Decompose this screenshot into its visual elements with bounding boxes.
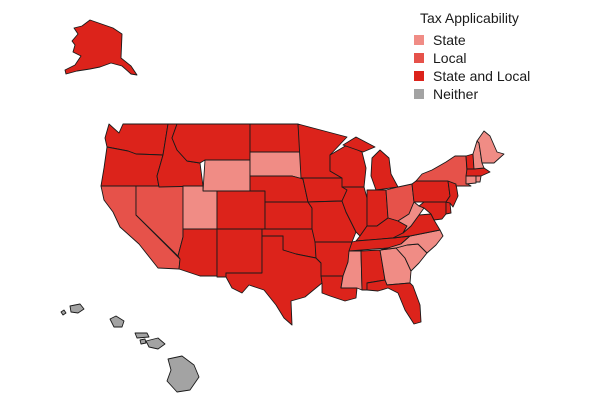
region-rhode-island[interactable]	[475, 175, 482, 183]
legend-item-state: State	[414, 31, 584, 49]
legend: Tax Applicability State Local State and …	[414, 10, 584, 103]
legend-swatch-local	[414, 53, 424, 63]
legend-label-state-and-local: State and Local	[433, 68, 531, 84]
legend-label-neither: Neither	[433, 86, 479, 102]
region-north-carolina[interactable]	[379, 229, 444, 254]
region-north-dakota[interactable]	[249, 123, 302, 153]
region-michigan[interactable]	[342, 136, 399, 191]
region-texas[interactable]	[225, 235, 323, 326]
region-kansas[interactable]	[264, 201, 313, 230]
region-connecticut[interactable]	[465, 175, 477, 185]
region-montana[interactable]	[171, 123, 251, 164]
region-west-virginia[interactable]	[397, 201, 425, 234]
region-florida[interactable]	[366, 279, 422, 325]
legend-title: Tax Applicability	[420, 10, 519, 26]
region-colorado[interactable]	[216, 190, 266, 230]
legend-label-state: State	[433, 32, 466, 48]
region-hawaii[interactable]	[60, 303, 200, 393]
region-wyoming[interactable]	[202, 159, 251, 192]
region-maryland[interactable]	[418, 201, 447, 221]
region-maine[interactable]	[476, 130, 505, 164]
legend-swatch-state-and-local	[414, 71, 424, 81]
region-iowa[interactable]	[300, 177, 348, 203]
legend-swatch-state	[414, 35, 424, 45]
region-arizona[interactable]	[177, 228, 218, 277]
region-south-dakota[interactable]	[249, 151, 304, 180]
region-illinois[interactable]	[341, 186, 368, 237]
region-utah[interactable]	[182, 185, 218, 230]
legend-item-state-and-local: State and Local	[414, 67, 584, 85]
legend-item-local: Local	[414, 49, 584, 67]
region-new-mexico[interactable]	[216, 228, 263, 278]
legend-item-neither: Neither	[414, 85, 584, 103]
region-pennsylvania[interactable]	[411, 180, 451, 203]
region-alaska[interactable]	[64, 19, 138, 76]
legend-swatch-neither	[414, 89, 424, 99]
legend-label-local: Local	[433, 50, 467, 66]
